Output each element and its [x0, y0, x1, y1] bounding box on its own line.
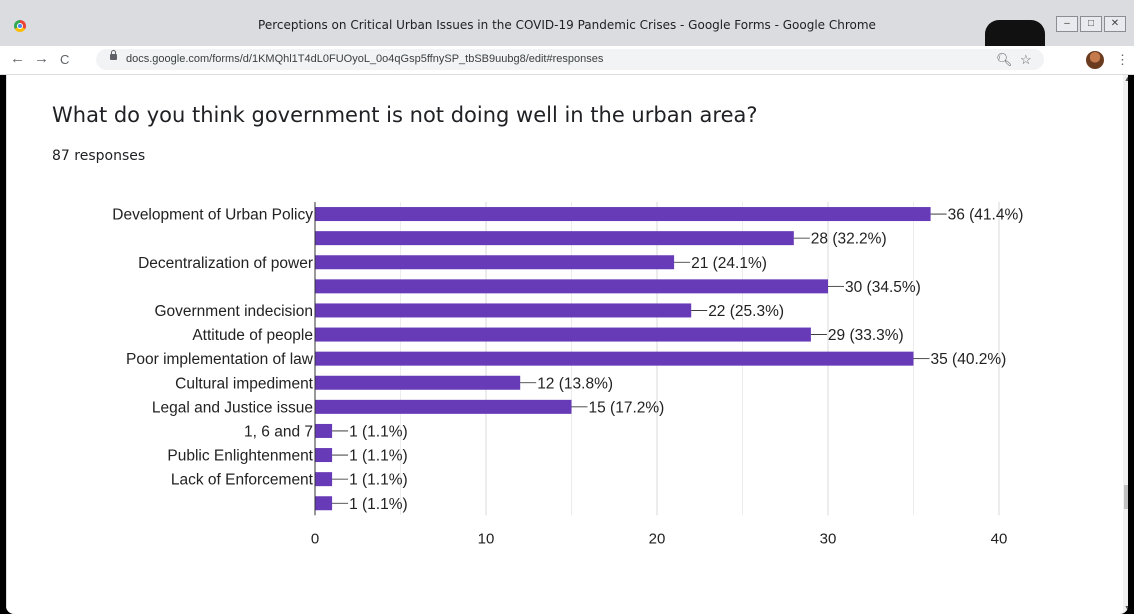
responses-page: What do you think government is not doin…: [6, 75, 1128, 614]
question-title: What do you think government is not doin…: [52, 103, 758, 127]
x-tick-label: 10: [478, 530, 495, 547]
category-label: Poor implementation of law: [126, 351, 314, 368]
category-label: Cultural impediment: [175, 375, 314, 392]
bar: [315, 279, 828, 294]
category-label: Development of Urban Policy: [112, 207, 313, 224]
address-bar[interactable]: docs.google.com/forms/d/1KMQhl1T4dL0FUOy…: [96, 49, 1044, 70]
data-label: 1 (1.1%): [349, 448, 408, 465]
back-button[interactable]: ←: [10, 50, 25, 67]
bar: [315, 351, 914, 366]
category-label: Attitude of people: [192, 327, 313, 344]
data-label: 15 (17.2%): [589, 399, 665, 416]
data-label: 36 (41.4%): [948, 207, 1024, 224]
data-label: 28 (32.2%): [811, 231, 887, 248]
scroll-thumb[interactable]: [1124, 485, 1128, 509]
data-label: 30 (34.5%): [845, 279, 921, 296]
maximize-button[interactable]: □: [1080, 16, 1102, 32]
scrollbar[interactable]: ▲ ▼: [1123, 75, 1128, 614]
data-label: 35 (40.2%): [931, 351, 1007, 368]
data-label: 12 (13.8%): [537, 375, 613, 392]
profile-tab-shape: [985, 20, 1045, 46]
minimize-button[interactable]: –: [1056, 16, 1078, 32]
response-count: 87 responses: [52, 148, 146, 164]
bar: [315, 375, 521, 390]
url-text[interactable]: docs.google.com/forms/d/1KMQhl1T4dL0FUOy…: [126, 53, 604, 65]
category-label: Legal and Justice issue: [152, 399, 313, 416]
chrome-icon: [14, 20, 26, 32]
category-label: 1, 6 and 7: [244, 423, 313, 440]
bar: [315, 399, 572, 414]
category-label: Decentralization of power: [138, 255, 313, 272]
category-label: Lack of Enforcement: [171, 472, 314, 489]
bar: [315, 255, 675, 270]
scroll-up-icon[interactable]: ▲: [1124, 76, 1128, 83]
scroll-down-icon[interactable]: ▼: [1124, 605, 1128, 612]
close-button[interactable]: ✕: [1104, 16, 1126, 32]
data-label: 22 (25.3%): [708, 303, 784, 320]
bar: [315, 207, 931, 222]
browser-toolbar: ← → C docs.google.com/forms/d/1KMQhl1T4d…: [0, 46, 1134, 75]
more-icon[interactable]: ⋮: [1116, 52, 1129, 67]
forward-button[interactable]: →: [34, 50, 49, 67]
bar: [315, 448, 333, 463]
data-label: 1 (1.1%): [349, 423, 408, 440]
category-label: Public Enlightenment: [167, 448, 313, 465]
x-tick-label: 30: [820, 530, 837, 547]
category-label: Government indecision: [154, 303, 313, 320]
x-tick-label: 0: [311, 530, 319, 547]
window-title: Perceptions on Critical Urban Issues in …: [258, 18, 876, 32]
data-label: 21 (24.1%): [691, 255, 767, 272]
avatar[interactable]: [1086, 51, 1104, 69]
bar: [315, 327, 811, 342]
bar: [315, 496, 333, 511]
data-label: 1 (1.1%): [349, 496, 408, 513]
reload-button[interactable]: C: [60, 52, 70, 67]
data-label: 1 (1.1%): [349, 472, 408, 489]
bar: [315, 472, 333, 487]
lock-icon[interactable]: [110, 50, 117, 60]
x-tick-label: 40: [991, 530, 1008, 547]
window-controls: – □ ✕: [1056, 16, 1126, 32]
bar-chart: 0 10 20 30 40 36 (41.4%) Development of Urban …: [112, 202, 1024, 547]
bar: [315, 423, 333, 438]
data-label: 29 (33.3%): [828, 327, 904, 344]
zoom-icon[interactable]: 🔍︎: [996, 52, 1013, 67]
x-tick-label: 20: [649, 530, 666, 547]
bar: [315, 303, 692, 318]
window-titlebar: Perceptions on Critical Urban Issues in …: [0, 0, 1134, 46]
star-icon[interactable]: ☆: [1020, 52, 1032, 67]
bar: [315, 231, 794, 246]
